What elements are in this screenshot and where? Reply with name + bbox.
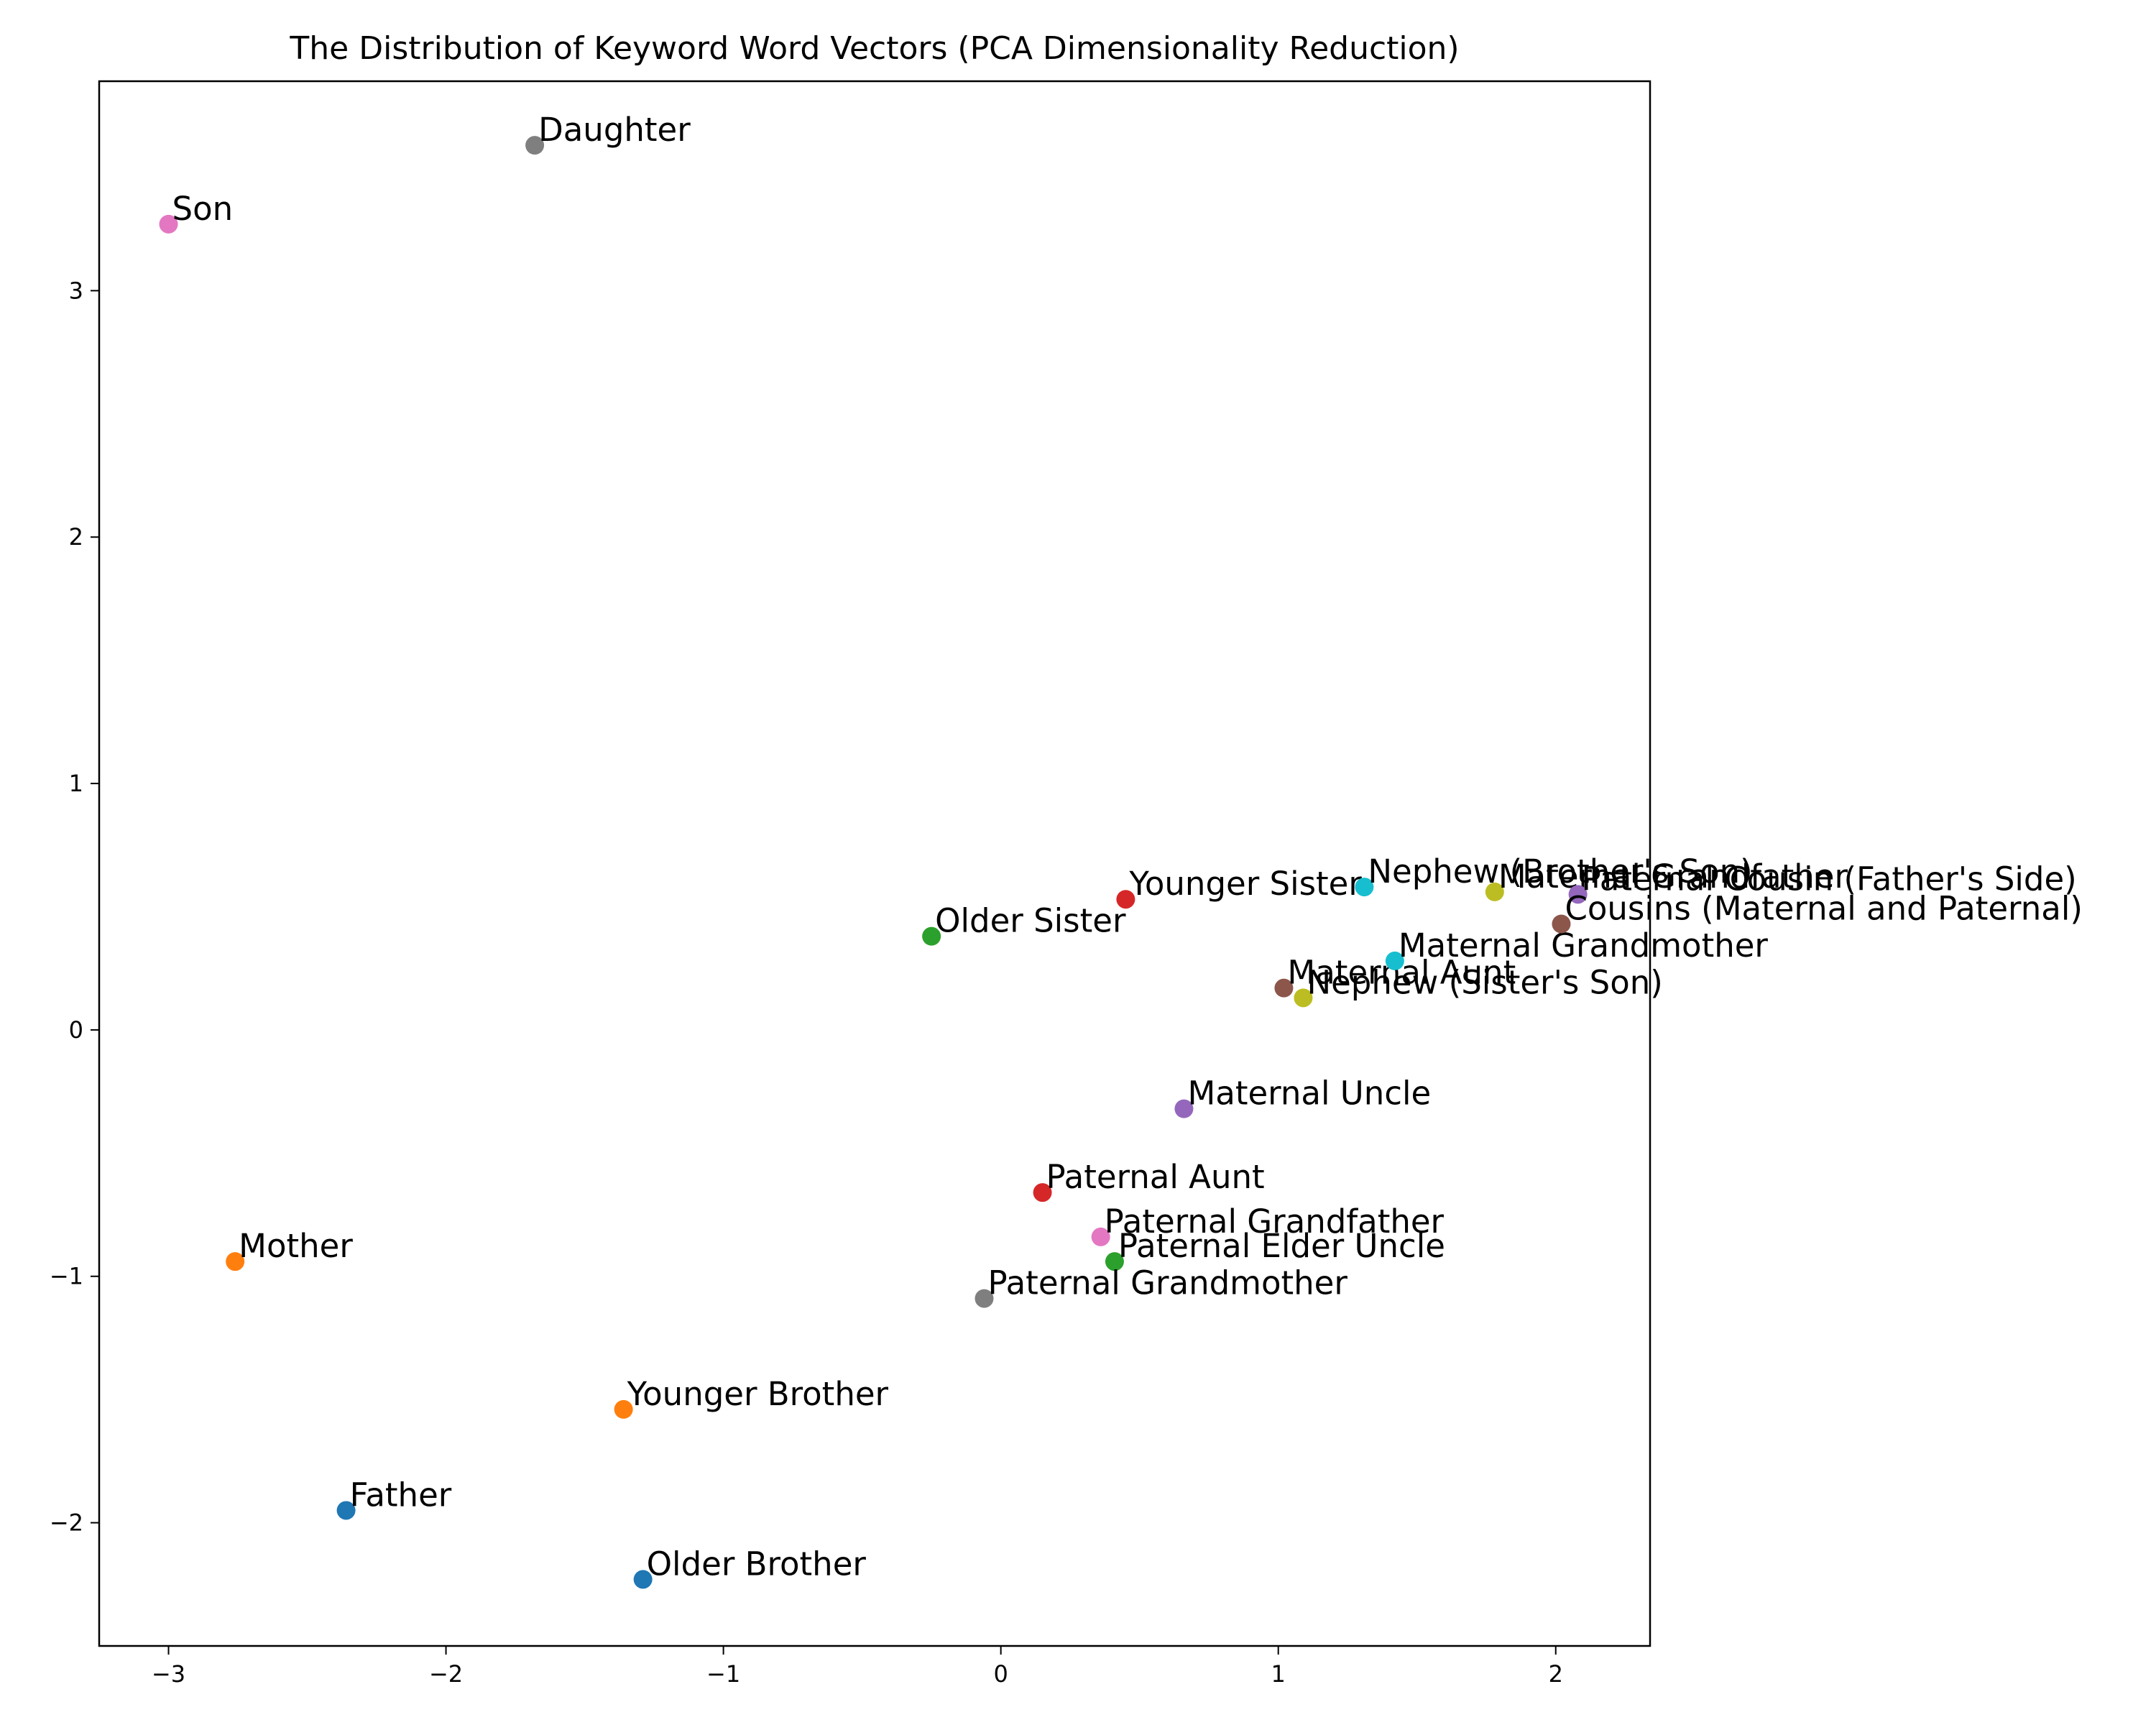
point-label: Cousins (Maternal and Paternal): [1565, 889, 2082, 927]
y-tick-label: 2: [69, 523, 83, 551]
y-tick-label: 1: [69, 770, 83, 797]
x-tick-label: −3: [152, 1660, 185, 1688]
point-label: Paternal Cousin (Father's Side): [1582, 860, 2077, 898]
point-label: Nephew (Brother's Son): [1368, 852, 1752, 891]
y-axis: −2 −1 0 1 2 3: [50, 277, 99, 1537]
data-point: [922, 926, 941, 946]
point-label: Daughter: [538, 111, 691, 149]
data-point: [1385, 951, 1404, 970]
x-tick-label: 2: [1549, 1660, 1563, 1688]
y-tick-label: −1: [50, 1263, 83, 1290]
point-label: Maternal Uncle: [1187, 1075, 1431, 1113]
data-point: [1568, 885, 1588, 904]
data-point: [1091, 1227, 1110, 1246]
x-tick-label: 1: [1271, 1660, 1286, 1688]
data-point: [614, 1399, 633, 1419]
data-point: [1274, 978, 1294, 998]
data-point: [1552, 914, 1571, 934]
data-point: [1033, 1183, 1052, 1202]
point-label: Paternal Aunt: [1046, 1158, 1265, 1196]
data-point: [1116, 890, 1135, 909]
point-label: Nephew (Sister's Son): [1307, 963, 1662, 1001]
data-point: [159, 214, 178, 234]
x-axis: −3 −2 −1 0 1 2: [152, 1646, 1563, 1688]
point-label: Maternal Grandmother: [1399, 926, 1769, 965]
y-tick-label: 0: [69, 1016, 83, 1044]
point-label: Mother: [239, 1227, 353, 1265]
data-point: [1294, 988, 1313, 1008]
point-label: Paternal Elder Uncle: [1118, 1227, 1445, 1265]
point-label: Father: [350, 1476, 452, 1514]
chart-title: The Distribution of Keyword Word Vectors…: [289, 30, 1459, 67]
x-tick-label: −2: [429, 1660, 463, 1688]
data-point: [336, 1501, 356, 1520]
x-tick-label: 0: [993, 1660, 1008, 1688]
y-tick-label: 3: [69, 277, 83, 304]
point-label: Son: [172, 190, 234, 228]
data-point: [226, 1252, 245, 1271]
point-label: Paternal Grandfather: [1105, 1202, 1445, 1241]
data-point: [525, 136, 545, 155]
point-label: Paternal Grandmother: [987, 1264, 1348, 1302]
x-tick-label: −1: [706, 1660, 740, 1688]
data-point: [1355, 878, 1374, 897]
data-point: [975, 1289, 994, 1308]
point-label: Older Brother: [647, 1545, 867, 1583]
data-point: [1174, 1099, 1194, 1118]
data-point: [1105, 1252, 1124, 1271]
point-label: Maternal Grandfather: [1498, 857, 1848, 896]
point-label: Younger Brother: [627, 1375, 889, 1413]
data-point: [1485, 882, 1504, 901]
point-label: Older Sister: [935, 902, 1126, 940]
data-point: [633, 1570, 653, 1589]
point-label: Younger Sister: [1128, 865, 1362, 903]
plot-frame: [98, 80, 1651, 1647]
y-tick-label: −2: [50, 1509, 83, 1537]
